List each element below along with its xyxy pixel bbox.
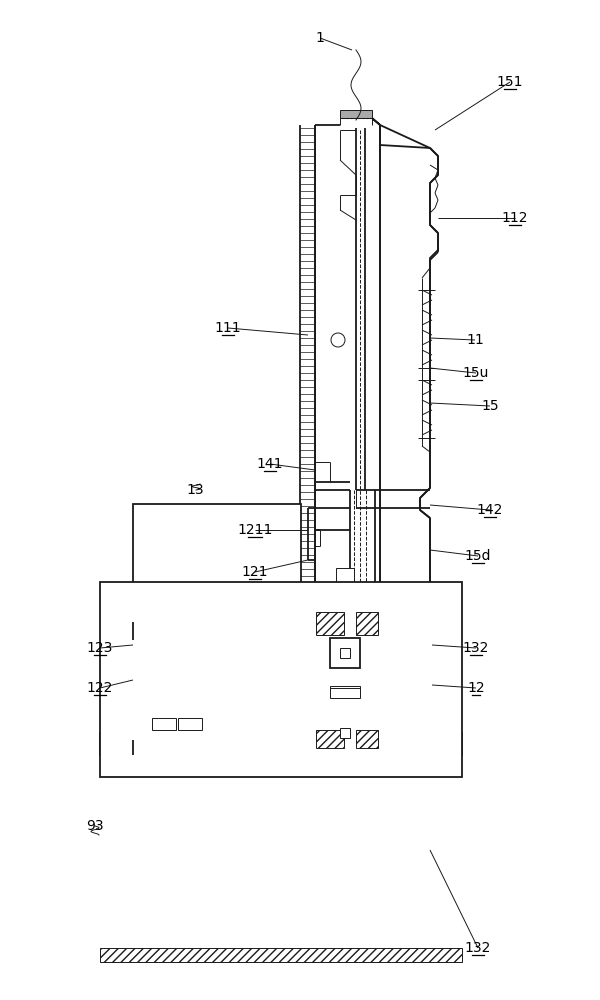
Bar xyxy=(316,730,344,748)
Bar xyxy=(100,948,462,962)
Bar xyxy=(330,638,360,668)
Bar xyxy=(336,568,354,658)
Bar xyxy=(356,730,378,748)
Text: 1211: 1211 xyxy=(238,523,272,537)
Polygon shape xyxy=(372,118,438,760)
Text: 11: 11 xyxy=(466,333,484,347)
Text: 13: 13 xyxy=(186,483,204,497)
Text: 132: 132 xyxy=(463,641,489,655)
Bar xyxy=(340,110,372,118)
Bar xyxy=(133,504,301,622)
Text: 123: 123 xyxy=(87,641,113,655)
Bar xyxy=(356,612,378,635)
Text: 15u: 15u xyxy=(463,366,489,380)
Bar xyxy=(330,686,360,698)
Circle shape xyxy=(331,333,345,347)
Text: 132: 132 xyxy=(465,941,491,955)
Text: 142: 142 xyxy=(477,503,503,517)
Text: 121: 121 xyxy=(242,565,268,579)
Bar xyxy=(178,718,202,730)
Text: 151: 151 xyxy=(497,75,523,89)
Bar xyxy=(316,612,344,635)
Text: 15: 15 xyxy=(481,399,499,413)
Text: 111: 111 xyxy=(215,321,241,335)
Text: 15d: 15d xyxy=(465,549,491,563)
Text: 141: 141 xyxy=(257,457,283,471)
Bar xyxy=(340,648,350,658)
Text: 122: 122 xyxy=(87,681,113,695)
Text: 112: 112 xyxy=(502,211,528,225)
Bar xyxy=(340,728,350,738)
Bar xyxy=(100,733,462,755)
Text: 93: 93 xyxy=(86,819,104,833)
Bar xyxy=(100,582,462,777)
Text: 12: 12 xyxy=(467,681,485,695)
Bar xyxy=(152,718,176,730)
Text: 1: 1 xyxy=(316,31,325,45)
